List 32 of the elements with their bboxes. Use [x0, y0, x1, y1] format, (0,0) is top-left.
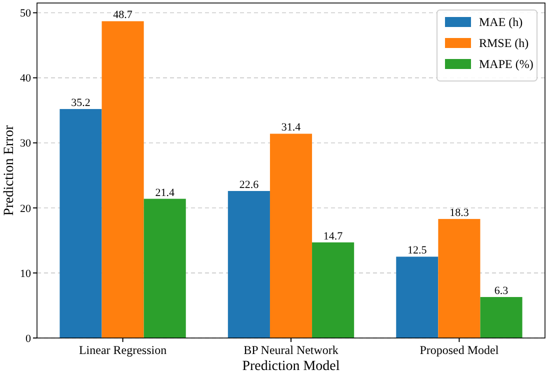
y-tick-label: 30	[20, 138, 32, 150]
y-tick-label: 20	[20, 202, 32, 215]
y-tick-label: 10	[20, 268, 32, 280]
data-label: 21.4	[155, 186, 175, 199]
y-tick-label: 0	[26, 332, 32, 345]
bar	[312, 242, 354, 338]
bar	[144, 198, 186, 338]
bar	[480, 297, 522, 338]
bar	[438, 218, 480, 338]
legend-label: RMSE (h)	[479, 36, 529, 50]
data-label: 12.5	[408, 244, 428, 257]
bar	[228, 190, 270, 338]
legend-label: MAE (h)	[479, 15, 523, 30]
x-tick-label: BP Neural Network	[244, 343, 338, 357]
bar	[396, 256, 438, 338]
x-tick-label: Linear Regression	[78, 343, 167, 357]
bar	[102, 21, 144, 338]
data-label: 31.4	[281, 122, 302, 134]
x-tick-label: Proposed Model	[420, 343, 500, 357]
data-label: 18.3	[450, 206, 470, 219]
bar	[60, 109, 102, 338]
data-label: 48.7	[113, 9, 133, 22]
data-label: 6.3	[494, 285, 509, 298]
y-tick-label: 50	[20, 8, 32, 20]
data-label: 35.2	[71, 97, 90, 110]
legend-label: MAPE (%)	[479, 57, 534, 72]
y-axis-title: Prediction Error	[2, 124, 17, 216]
bar	[270, 134, 312, 338]
data-label: 14.7	[323, 230, 344, 242]
y-tick-label: 40	[20, 72, 32, 85]
x-axis-title: Prediction Model	[242, 359, 340, 374]
data-label: 22.6	[239, 178, 260, 191]
